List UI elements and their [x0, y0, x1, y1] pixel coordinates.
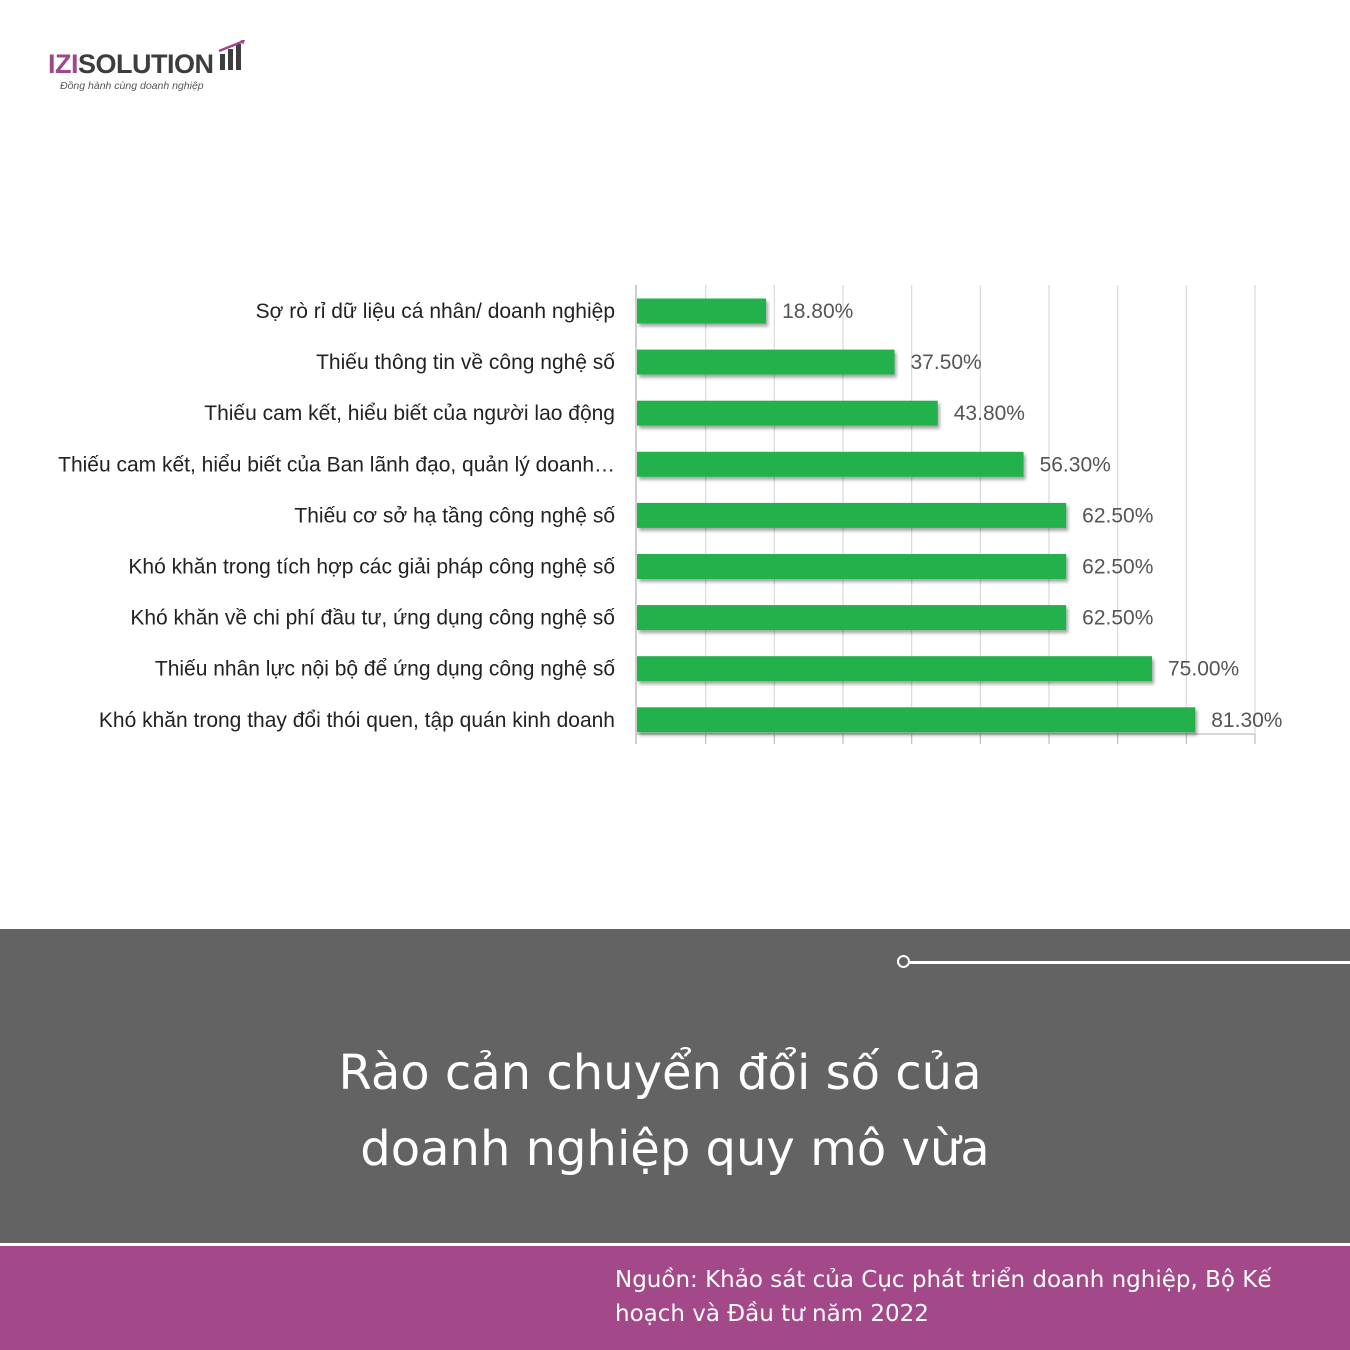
bar: [637, 451, 1024, 477]
category-label: Thiếu cam kết, hiểu biết của Ban lãnh đạ…: [58, 453, 615, 476]
data-label: 62.50%: [1082, 504, 1153, 527]
logo-wordmark: IZISOLUTION: [48, 48, 214, 80]
decorative-dot: [897, 955, 910, 968]
brand-logo: IZISOLUTION Đồng hành cùng doanh nghiệp: [48, 40, 268, 100]
data-label: 18.80%: [782, 300, 853, 323]
bar: [637, 400, 938, 426]
bar: [637, 554, 1067, 579]
data-label: 37.50%: [911, 351, 982, 374]
data-label: 56.30%: [1040, 453, 1111, 476]
bar: [637, 656, 1152, 682]
bar-chart: Sợ rò rỉ dữ liệu cá nhân/ doanh nghiệp 18…: [58, 285, 1282, 744]
category-label: Thiếu nhân lực nội bộ để ứng dụng công n…: [155, 658, 615, 681]
bar-chart-arrow-icon: [218, 40, 245, 70]
category-label: Khó khăn về chi phí đầu tư, ứng dụng côn…: [130, 607, 615, 630]
category-label: Khó khăn trong thay đổi thói quen, tập q…: [99, 709, 615, 732]
page-title: Rào cản chuyển đổi số của doanh nghiệp q…: [0, 1035, 1350, 1187]
bar: [637, 502, 1067, 528]
title-line-2: doanh nghiệp quy mô vừa: [360, 1121, 990, 1177]
title-panel: [0, 929, 1350, 1243]
logo-tagline: Đồng hành cùng doanh nghiệp: [60, 80, 204, 92]
category-label: Khó khăn trong tích hợp các giải pháp cô…: [128, 556, 615, 579]
category-label: Sợ rò rỉ dữ liệu cá nhân/ doanh nghiệp: [256, 300, 615, 323]
source-note: Nguồn: Khảo sát của Cục phát triển doanh…: [615, 1267, 1272, 1327]
bar: [637, 298, 767, 324]
title-line-1: Rào cản chuyển đổi số của: [338, 1045, 982, 1101]
category-label: Thiếu cơ sở hạ tầng công nghệ số: [294, 504, 615, 527]
bar: [637, 349, 895, 375]
logo-accent-text: IZI: [48, 49, 79, 79]
category-label: Thiếu thông tin về công nghệ số: [316, 351, 615, 374]
data-label: 75.00%: [1168, 658, 1239, 681]
source-footer: [0, 1246, 1350, 1350]
category-label: Thiếu cam kết, hiểu biết của người lao đ…: [204, 402, 615, 425]
bar: [637, 605, 1067, 631]
data-label: 62.50%: [1082, 556, 1153, 579]
data-label: 81.30%: [1211, 709, 1282, 732]
decorative-line: [907, 961, 1350, 964]
data-label: 62.50%: [1082, 607, 1153, 630]
bar: [637, 707, 1196, 733]
logo-main-text: SOLUTION: [78, 49, 214, 79]
data-label: 43.80%: [954, 402, 1025, 425]
